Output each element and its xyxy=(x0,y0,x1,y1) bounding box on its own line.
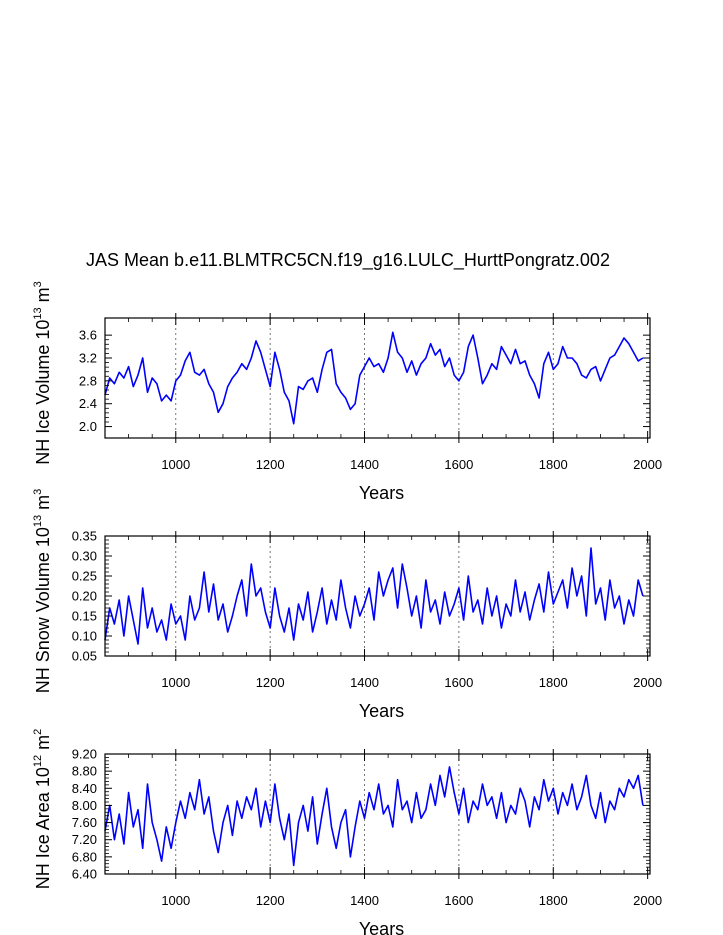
x-tick-label: 2000 xyxy=(633,893,662,908)
y-axis-title-unit: m xyxy=(33,495,53,515)
x-tick-label: 1200 xyxy=(256,893,285,908)
x-axis-title: Years xyxy=(359,701,404,721)
x-tick-label: 1000 xyxy=(161,893,190,908)
series-line-snow-volume xyxy=(104,547,644,645)
y-axis-title-unit-exponent: 3 xyxy=(32,281,44,287)
y-tick-label: 0.15 xyxy=(72,609,97,624)
y-tick-label: 8.80 xyxy=(72,764,97,779)
y-tick-label: 2.8 xyxy=(79,373,97,388)
x-tick-label: 1800 xyxy=(539,457,568,472)
y-tick-label: 0.10 xyxy=(72,629,97,644)
panel-ice-volume: 1000 1200 1400 1600 1800 2000 2.0 2.4 2.8 3.2 3.6 Y… xyxy=(32,281,662,503)
y-axis-title-main: NH Snow Volume 10 xyxy=(33,527,53,693)
x-tick-label: 2000 xyxy=(633,457,662,472)
y-tick-label: 0.25 xyxy=(72,569,97,584)
y-axis-title-exponent: 13 xyxy=(32,515,44,527)
y-tick-label: 6.80 xyxy=(72,849,97,864)
panel-snow-volume: 1000 1200 1400 1600 1800 2000 0.05 0.10 0.15 0.20… xyxy=(32,489,662,721)
y-axis-title: NH Ice Volume 1013 m3 xyxy=(32,281,53,464)
x-tick-label: 1400 xyxy=(350,675,379,690)
y-tick-label: 2.4 xyxy=(79,396,97,411)
x-axis-title: Years xyxy=(359,483,404,503)
x-tick-label: 1000 xyxy=(161,675,190,690)
x-tick-label: 1000 xyxy=(161,457,190,472)
x-tick-label: 1600 xyxy=(444,457,473,472)
x-tick-label: 1200 xyxy=(256,457,285,472)
x-axis-title: Years xyxy=(359,919,404,935)
y-tick-label: 7.20 xyxy=(72,832,97,847)
y-axis-title-unit-exponent: 2 xyxy=(32,729,44,735)
y-axis-title: NH Ice Area 1012 m2 xyxy=(32,729,53,889)
y-axis-title-unit: m xyxy=(33,287,53,307)
x-tick-label: 2000 xyxy=(633,675,662,690)
x-tick-label: 1400 xyxy=(350,893,379,908)
plot-frame xyxy=(104,317,651,439)
y-tick-label: 7.60 xyxy=(72,815,97,830)
y-tick-label: 0.35 xyxy=(72,529,97,544)
y-axis-title-unit: m xyxy=(33,735,53,755)
y-tick-label: 8.40 xyxy=(72,781,97,796)
series-line-ice-area xyxy=(104,766,644,867)
y-tick-label: 6.40 xyxy=(72,867,97,882)
y-tick-label: 3.6 xyxy=(79,328,97,343)
y-axis-title: NH Snow Volume 1013 m3 xyxy=(32,489,53,693)
y-axis-title-main: NH Ice Volume 10 xyxy=(33,320,53,465)
x-tick-label: 1200 xyxy=(256,675,285,690)
x-tick-label: 1600 xyxy=(444,893,473,908)
panel-ice-area: 1000 1200 1400 1600 1800 2000 6.40 6.80 7.20 7.60… xyxy=(32,729,662,935)
x-tick-label: 1600 xyxy=(444,675,473,690)
y-tick-label: 3.2 xyxy=(79,351,97,366)
x-tick-label: 1800 xyxy=(539,675,568,690)
y-tick-label: 8.00 xyxy=(72,798,97,813)
y-tick-label: 9.20 xyxy=(72,747,97,762)
y-tick-label: 0.30 xyxy=(72,549,97,564)
y-axis-title-unit-exponent: 3 xyxy=(32,489,44,495)
series-line-ice-volume xyxy=(104,331,644,425)
y-axis-title-exponent: 13 xyxy=(32,307,44,319)
x-tick-label: 1800 xyxy=(539,893,568,908)
chart-title: JAS Mean b.e11.BLMTRC5CN.f19_g16.LULC_Hu… xyxy=(86,250,610,271)
y-axis-title-main: NH Ice Area 10 xyxy=(33,767,53,889)
y-tick-label: 0.05 xyxy=(72,649,97,664)
plot-frame xyxy=(104,753,651,875)
y-tick-label: 2.0 xyxy=(79,419,97,434)
y-tick-label: 0.20 xyxy=(72,589,97,604)
x-tick-label: 1400 xyxy=(350,457,379,472)
y-axis-title-exponent: 12 xyxy=(32,755,44,767)
